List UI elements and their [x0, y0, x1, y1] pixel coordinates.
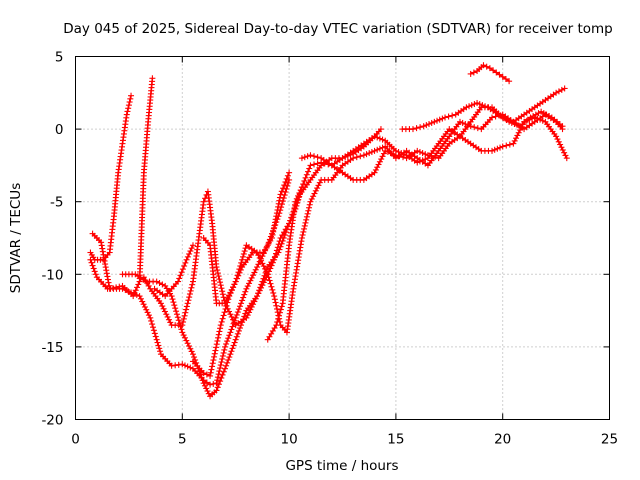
- chart-title: Day 045 of 2025, Sidereal Day-to-day VTE…: [63, 21, 612, 37]
- x-tick-label: 5: [178, 432, 187, 448]
- data-series: [87, 92, 135, 263]
- series-line: [192, 171, 290, 377]
- data-series: [119, 126, 384, 400]
- data-series: [298, 85, 568, 169]
- data-series: [151, 242, 196, 300]
- x-axis-label: GPS time / hours: [285, 458, 398, 474]
- data-series: [399, 99, 566, 133]
- x-tick-label: 0: [71, 432, 80, 448]
- x-tick-label: 10: [281, 432, 298, 448]
- y-axis-label: SDTVAR / TECUs: [8, 183, 24, 293]
- plot-frame: [75, 56, 610, 420]
- data-series: [87, 176, 293, 388]
- series-line: [89, 179, 290, 386]
- data-series: [89, 75, 156, 300]
- y-tick-label: -5: [50, 195, 63, 211]
- y-tick-label: -15: [41, 340, 63, 356]
- y-tick-label: 0: [55, 122, 64, 138]
- y-tick-label: -20: [41, 413, 63, 429]
- y-tick-label: 5: [55, 50, 64, 66]
- series-layer: [87, 62, 570, 400]
- x-tick-label: 25: [601, 432, 618, 448]
- data-series: [264, 114, 570, 343]
- x-tick-label: 15: [387, 432, 404, 448]
- x-tick-label: 20: [494, 432, 511, 448]
- y-tick-label: -10: [41, 267, 63, 283]
- tick-layer: 0 5 10 15 20 25 5 0 -5 -10 -15 -20: [41, 50, 618, 448]
- data-series: [467, 62, 513, 85]
